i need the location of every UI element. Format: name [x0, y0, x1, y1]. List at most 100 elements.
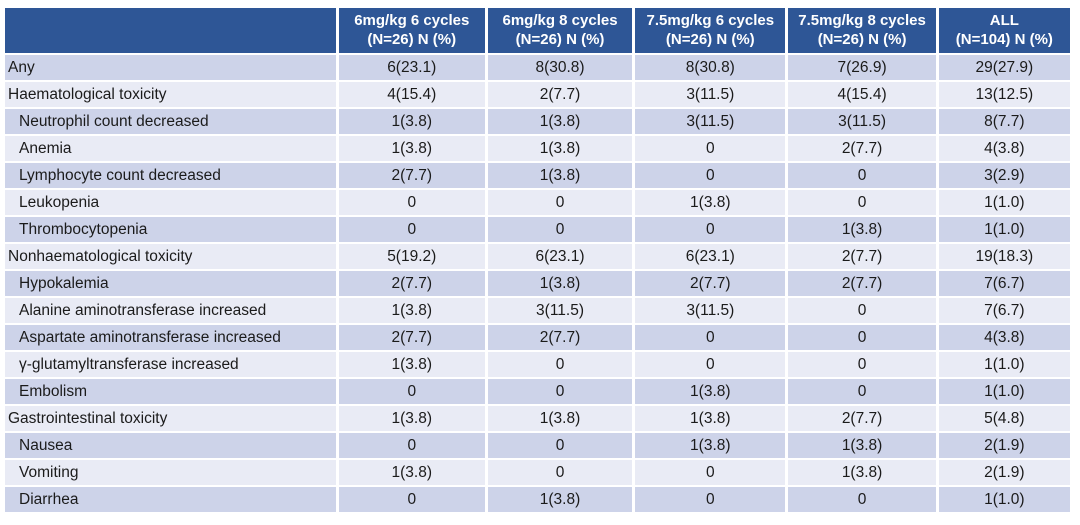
value-cell: 0	[487, 433, 633, 458]
value-cell: 2(7.7)	[487, 325, 633, 350]
table-header-row: 6mg/kg 6 cycles (N=26) N (%) 6mg/kg 8 cycl…	[5, 8, 1070, 53]
value-cell: 7(6.7)	[938, 271, 1070, 296]
adverse-events-table: 6mg/kg 6 cycles (N=26) N (%) 6mg/kg 8 cycl…	[5, 8, 1070, 512]
value-cell: 29(27.9)	[938, 55, 1070, 80]
value-cell: 8(30.8)	[487, 55, 633, 80]
table-row: Thrombocytopenia 0 0 0 1(3.8) 1(1.0)	[5, 217, 1070, 242]
row-label: Thrombocytopenia	[5, 217, 336, 242]
value-cell: 1(3.8)	[635, 190, 786, 215]
row-label: Any	[5, 55, 336, 80]
value-cell: 1(3.8)	[487, 109, 633, 134]
row-label: Neutrophil count decreased	[5, 109, 336, 134]
value-cell: 8(7.7)	[938, 109, 1070, 134]
header-cell-arm: 6mg/kg 8 cycles (N=26) N (%)	[487, 8, 633, 53]
value-cell: 1(1.0)	[938, 379, 1070, 404]
value-cell: 0	[635, 487, 786, 512]
value-cell: 0	[338, 190, 485, 215]
value-cell: 13(12.5)	[938, 82, 1070, 107]
value-cell: 1(1.0)	[938, 190, 1070, 215]
value-cell: 0	[788, 163, 936, 188]
value-cell: 1(3.8)	[788, 460, 936, 485]
value-cell: 1(1.0)	[938, 352, 1070, 377]
value-cell: 6(23.1)	[487, 244, 633, 269]
value-cell: 2(1.9)	[938, 433, 1070, 458]
value-cell: 0	[487, 352, 633, 377]
value-cell: 2(7.7)	[338, 325, 485, 350]
value-cell: 2(7.7)	[788, 136, 936, 161]
value-cell: 3(11.5)	[635, 298, 786, 323]
row-label: Aspartate aminotransferase increased	[5, 325, 336, 350]
value-cell: 1(3.8)	[788, 433, 936, 458]
value-cell: 1(3.8)	[487, 163, 633, 188]
value-cell: 2(7.7)	[338, 163, 485, 188]
value-cell: 0	[635, 352, 786, 377]
row-label: Lymphocyte count decreased	[5, 163, 336, 188]
header-arm-n: (N=104) N (%)	[955, 30, 1053, 48]
value-cell: 0	[338, 379, 485, 404]
value-cell: 0	[788, 379, 936, 404]
row-label: Nonhaematological toxicity	[5, 244, 336, 269]
value-cell: 1(3.8)	[338, 460, 485, 485]
table-row: Embolism 0 0 1(3.8) 0 1(1.0)	[5, 379, 1070, 404]
value-cell: 4(15.4)	[338, 82, 485, 107]
header-arm-name: 7.5mg/kg 6 cycles	[646, 12, 775, 30]
value-cell: 3(11.5)	[788, 109, 936, 134]
value-cell: 1(3.8)	[487, 136, 633, 161]
row-label: Gastrointestinal toxicity	[5, 406, 336, 431]
header-arm-name: 6mg/kg 8 cycles	[502, 12, 618, 30]
table-row: Aspartate aminotransferase increased 2(7.…	[5, 325, 1070, 350]
header-arm-n: (N=26) N (%)	[665, 30, 755, 48]
value-cell: 2(7.7)	[788, 406, 936, 431]
value-cell: 0	[788, 325, 936, 350]
row-label: Leukopenia	[5, 190, 336, 215]
value-cell: 1(3.8)	[788, 217, 936, 242]
value-cell: 4(3.8)	[938, 136, 1070, 161]
value-cell: 3(11.5)	[635, 109, 786, 134]
table-row: Nausea 0 0 1(3.8) 1(3.8) 2(1.9)	[5, 433, 1070, 458]
row-label: Alanine aminotransferase increased	[5, 298, 336, 323]
value-cell: 1(3.8)	[338, 136, 485, 161]
table-row: Nonhaematological toxicity 5(19.2) 6(23.1)…	[5, 244, 1070, 269]
value-cell: 3(11.5)	[487, 298, 633, 323]
table-header: 6mg/kg 6 cycles (N=26) N (%) 6mg/kg 8 cycl…	[5, 8, 1070, 53]
header-cell-arm: 7.5mg/kg 8 cycles (N=26) N (%)	[788, 8, 936, 53]
table-row: Lymphocyte count decreased 2(7.7) 1(3.8) 0 0…	[5, 163, 1070, 188]
table-row: Gastrointestinal toxicity 1(3.8) 1(3.8) 1(3…	[5, 406, 1070, 431]
table-row: Diarrhea 0 1(3.8) 0 0 1(1.0)	[5, 487, 1070, 512]
table-row: Leukopenia 0 0 1(3.8) 0 1(1.0)	[5, 190, 1070, 215]
table-row: Vomiting 1(3.8) 0 0 1(3.8) 2(1.9)	[5, 460, 1070, 485]
value-cell: 0	[635, 217, 786, 242]
table-row: Anemia 1(3.8) 1(3.8) 0 2(7.7) 4(3.8)	[5, 136, 1070, 161]
value-cell: 2(7.7)	[487, 82, 633, 107]
table-body: Any 6(23.1) 8(30.8) 8(30.8) 7(26.9) 29(27.9) H…	[5, 55, 1070, 512]
value-cell: 4(3.8)	[938, 325, 1070, 350]
value-cell: 2(7.7)	[338, 271, 485, 296]
value-cell: 1(1.0)	[938, 487, 1070, 512]
value-cell: 0	[635, 163, 786, 188]
value-cell: 8(30.8)	[635, 55, 786, 80]
value-cell: 0	[635, 325, 786, 350]
value-cell: 0	[788, 352, 936, 377]
header-arm-name: ALL	[989, 12, 1019, 30]
value-cell: 19(18.3)	[938, 244, 1070, 269]
header-arm-n: (N=26) N (%)	[515, 30, 605, 48]
table-row: Alanine aminotransferase increased 1(3.8)…	[5, 298, 1070, 323]
value-cell: 1(3.8)	[635, 379, 786, 404]
header-cell-arm: ALL (N=104) N (%)	[938, 8, 1070, 53]
value-cell: 1(3.8)	[338, 298, 485, 323]
value-cell: 1(3.8)	[338, 352, 485, 377]
header-cell-arm: 6mg/kg 6 cycles (N=26) N (%)	[338, 8, 485, 53]
value-cell: 7(6.7)	[938, 298, 1070, 323]
row-label: Hypokalemia	[5, 271, 336, 296]
row-label: Anemia	[5, 136, 336, 161]
value-cell: 2(7.7)	[635, 271, 786, 296]
header-arm-n: (N=26) N (%)	[367, 30, 457, 48]
row-label: Vomiting	[5, 460, 336, 485]
value-cell: 0	[788, 298, 936, 323]
value-cell: 1(3.8)	[338, 406, 485, 431]
value-cell: 0	[487, 217, 633, 242]
row-label: Haematological toxicity	[5, 82, 336, 107]
value-cell: 1(3.8)	[487, 487, 633, 512]
value-cell: 0	[487, 460, 633, 485]
table-row: Neutrophil count decreased 1(3.8) 1(3.8) 3(…	[5, 109, 1070, 134]
